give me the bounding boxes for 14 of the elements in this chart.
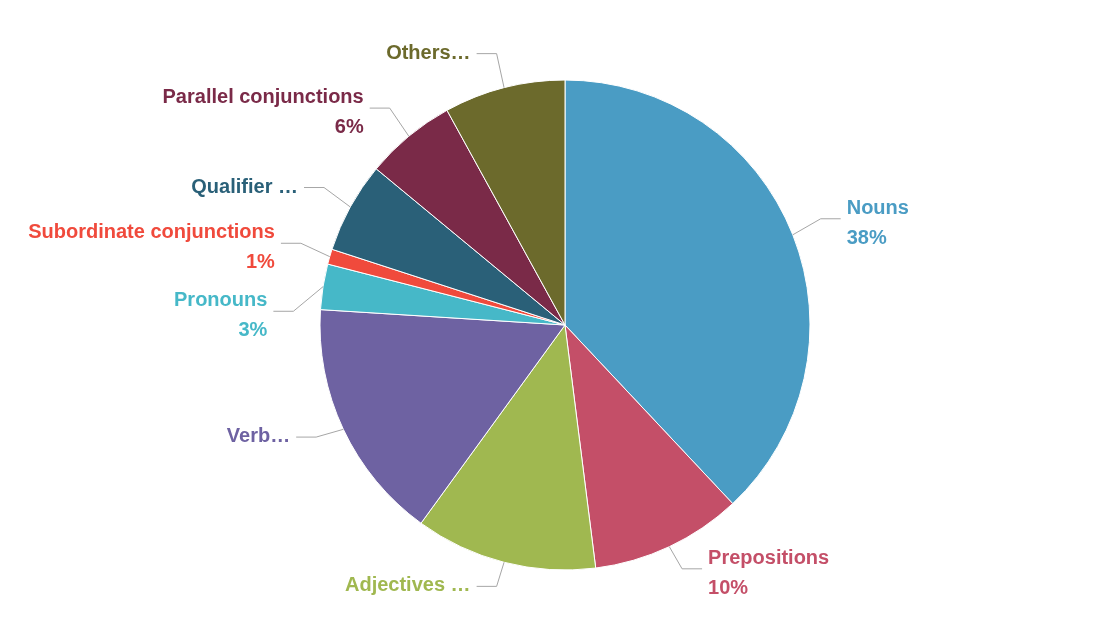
slice-label: Subordinate conjunctions bbox=[28, 220, 275, 243]
data-label: 6% bbox=[334, 115, 364, 138]
data-label: 38% bbox=[846, 226, 887, 249]
slice-label: Others… bbox=[386, 40, 471, 63]
slice-label: Qualifier … bbox=[191, 174, 299, 197]
slice-label: Pronouns bbox=[174, 288, 268, 311]
slice-label: Nouns bbox=[846, 196, 909, 219]
data-label: 10% bbox=[708, 576, 749, 599]
slice-label: Parallel conjunctions bbox=[162, 85, 364, 108]
data-label: 1% bbox=[246, 250, 276, 273]
data-label: 3% bbox=[238, 318, 268, 341]
slice-label: Prepositions bbox=[708, 546, 830, 569]
slice-label: Verb… bbox=[226, 424, 291, 447]
slice-label: Adjectives … bbox=[345, 573, 471, 596]
